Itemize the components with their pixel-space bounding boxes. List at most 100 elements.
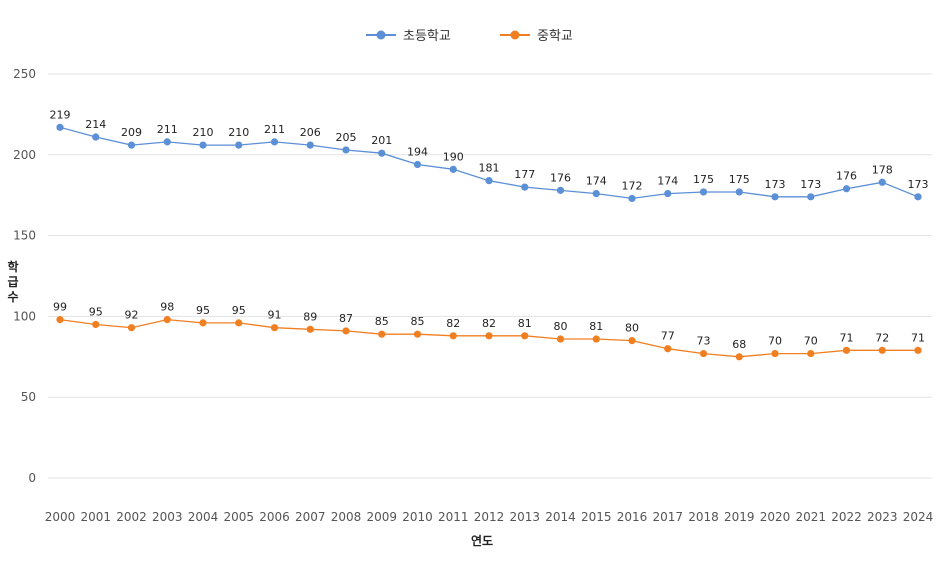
data-label: 210	[193, 126, 214, 139]
x-tick-label: 2001	[80, 510, 111, 524]
data-point[interactable]	[485, 177, 493, 185]
data-point[interactable]	[771, 193, 779, 201]
data-point[interactable]	[485, 332, 493, 340]
x-tick-label: 2023	[867, 510, 898, 524]
data-label: 99	[53, 301, 67, 314]
data-point[interactable]	[270, 324, 279, 332]
data-point[interactable]	[306, 141, 314, 149]
data-label: 194	[407, 145, 428, 158]
data-point[interactable]	[378, 330, 386, 338]
data-point[interactable]	[163, 138, 171, 146]
data-point[interactable]	[270, 138, 279, 146]
x-tick-label: 2015	[581, 510, 612, 524]
x-tick-label: 2019	[724, 510, 755, 524]
data-point[interactable]	[306, 325, 314, 333]
data-point[interactable]	[699, 349, 708, 358]
data-label: 174	[586, 175, 607, 188]
data-point[interactable]	[628, 194, 636, 203]
data-point[interactable]	[842, 346, 851, 354]
data-label: 87	[339, 312, 353, 325]
data-label: 73	[697, 335, 711, 348]
legend: 초등학교 중학교	[366, 29, 573, 44]
x-tick-label: 2007	[295, 510, 326, 524]
data-point[interactable]	[521, 183, 529, 191]
data-label: 214	[85, 118, 106, 131]
data-point[interactable]	[807, 349, 815, 358]
data-point[interactable]	[56, 123, 64, 131]
data-label: 95	[196, 304, 210, 317]
x-tick-label: 2013	[509, 510, 540, 524]
data-point[interactable]	[771, 349, 779, 358]
data-point[interactable]	[92, 133, 100, 141]
data-point[interactable]	[914, 193, 922, 201]
data-label: 174	[657, 175, 678, 188]
x-tick-label: 2003	[152, 510, 183, 524]
data-point[interactable]	[127, 324, 136, 332]
legend-item-2[interactable]: 중학교	[500, 29, 573, 44]
data-point[interactable]	[92, 320, 100, 329]
x-tick-label: 2020	[760, 510, 791, 524]
data-point[interactable]	[56, 316, 64, 324]
legend-item-1[interactable]: 초등학교	[366, 29, 451, 44]
data-point[interactable]	[699, 188, 708, 196]
data-point[interactable]	[342, 327, 350, 335]
data-point[interactable]	[127, 141, 136, 149]
data-point[interactable]	[664, 345, 672, 353]
data-label: 210	[228, 126, 249, 139]
data-label: 173	[908, 178, 929, 191]
data-label: 206	[300, 126, 321, 139]
data-label: 82	[482, 317, 496, 330]
data-point[interactable]	[199, 141, 207, 149]
data-label: 181	[479, 162, 500, 175]
data-point[interactable]	[199, 319, 207, 327]
data-label: 173	[800, 178, 821, 191]
x-tick-label: 2002	[116, 510, 147, 524]
data-label: 201	[371, 134, 392, 147]
data-point[interactable]	[413, 330, 422, 338]
x-tick-label: 2008	[331, 510, 362, 524]
data-label: 85	[375, 315, 389, 328]
data-point[interactable]	[878, 346, 886, 354]
data-label: 205	[336, 131, 357, 144]
data-point[interactable]	[378, 149, 386, 157]
y-tick-label: 100	[13, 309, 36, 323]
data-point[interactable]	[914, 346, 922, 354]
data-point[interactable]	[235, 319, 243, 327]
series-2: 99 95 92 98 95 95 91 89 87 85 85 82 82 81 80 81 80 77 73 68…	[53, 301, 925, 361]
x-tick-label: 2024	[903, 510, 934, 524]
data-point[interactable]	[592, 335, 600, 343]
data-point[interactable]	[807, 193, 815, 201]
data-point[interactable]	[449, 165, 457, 173]
data-point[interactable]	[413, 160, 422, 169]
data-label: 95	[89, 305, 103, 318]
data-point[interactable]	[735, 188, 743, 196]
data-label: 68	[732, 338, 746, 351]
x-tick-label: 2005	[223, 510, 254, 524]
data-label: 81	[518, 317, 532, 330]
data-label: 71	[911, 331, 925, 344]
data-point[interactable]	[449, 332, 457, 340]
x-tick-label: 2006	[259, 510, 290, 524]
data-label: 80	[625, 322, 639, 335]
data-point[interactable]	[556, 186, 565, 194]
data-point[interactable]	[521, 332, 529, 340]
data-point[interactable]	[878, 178, 886, 186]
data-point[interactable]	[628, 337, 636, 345]
data-point[interactable]	[556, 335, 565, 343]
x-tick-label: 2018	[688, 510, 719, 524]
x-tick-label: 2000	[45, 510, 76, 524]
data-point[interactable]	[664, 189, 672, 198]
data-point[interactable]	[735, 353, 743, 361]
data-point[interactable]	[235, 141, 243, 149]
x-tick-label: 2009	[366, 510, 397, 524]
data-label: 172	[622, 179, 643, 192]
data-label: 190	[443, 150, 464, 163]
data-point[interactable]	[842, 185, 851, 193]
data-label: 89	[303, 310, 317, 323]
data-point[interactable]	[592, 189, 600, 198]
data-point[interactable]	[163, 316, 171, 324]
data-point[interactable]	[342, 146, 350, 154]
data-label: 70	[768, 335, 782, 348]
y-tick-label: 50	[21, 390, 36, 404]
